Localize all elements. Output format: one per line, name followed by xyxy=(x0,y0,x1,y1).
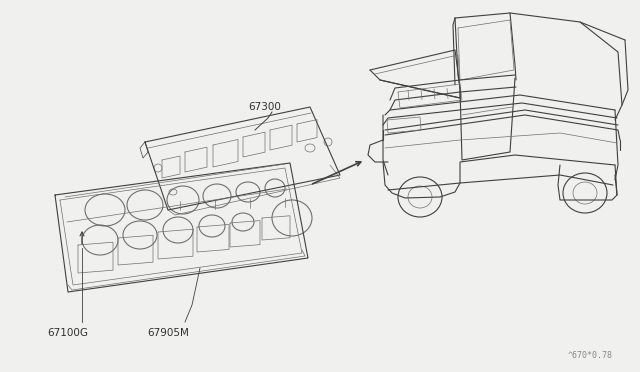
Text: 67100G: 67100G xyxy=(47,328,88,338)
Text: 67905M: 67905M xyxy=(147,328,189,338)
Text: 67300: 67300 xyxy=(248,102,281,112)
Text: ^670*0.78: ^670*0.78 xyxy=(568,350,612,359)
